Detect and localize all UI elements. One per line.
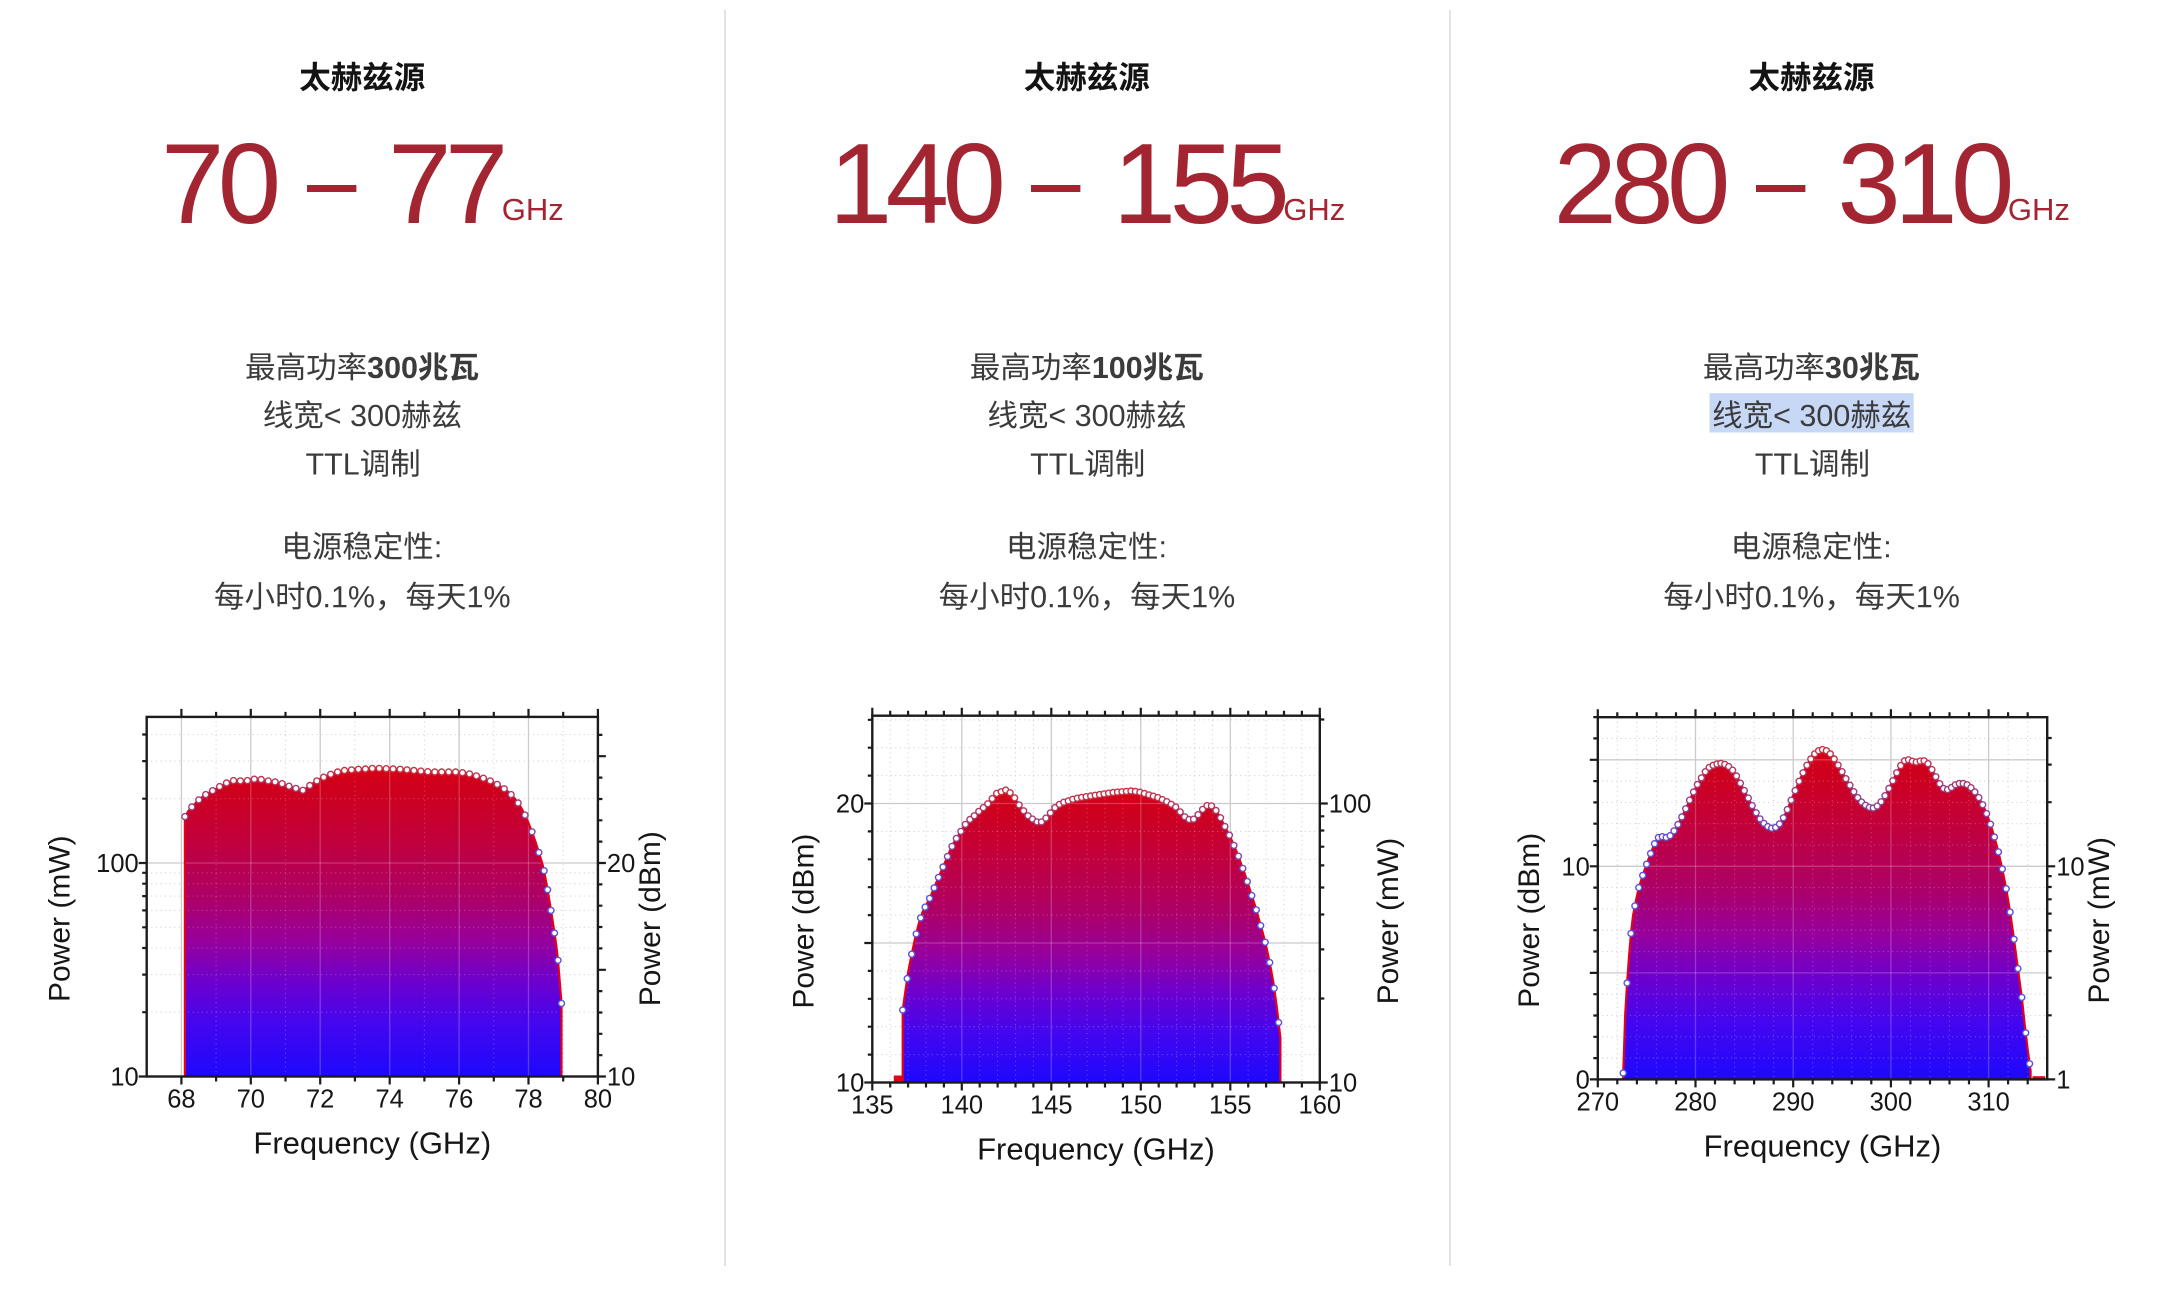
svg-text:70: 70 (237, 1086, 265, 1114)
svg-text:150: 150 (1120, 1092, 1163, 1120)
svg-text:68: 68 (167, 1086, 195, 1114)
svg-text:Frequency (GHz): Frequency (GHz) (1704, 1128, 1942, 1163)
svg-text:280: 280 (1674, 1088, 1717, 1116)
svg-text:160: 160 (1299, 1092, 1342, 1120)
svg-text:100: 100 (96, 850, 139, 878)
svg-text:10: 10 (110, 1064, 138, 1092)
svg-text:72: 72 (306, 1086, 334, 1114)
svg-text:Power (dBm): Power (dBm) (634, 831, 667, 1006)
svg-text:Power (mW): Power (mW) (2083, 837, 2116, 1004)
svg-text:300: 300 (1870, 1088, 1913, 1116)
svg-text:74: 74 (376, 1086, 404, 1114)
svg-text:10: 10 (2056, 853, 2084, 881)
svg-text:10: 10 (1329, 1070, 1357, 1098)
svg-text:Power (dBm): Power (dBm) (1513, 833, 1546, 1008)
svg-text:20: 20 (607, 850, 635, 878)
svg-text:10: 10 (836, 1070, 864, 1098)
svg-text:10: 10 (1561, 853, 1589, 881)
svg-text:Frequency (GHz): Frequency (GHz) (977, 1132, 1215, 1167)
svg-text:80: 80 (584, 1086, 612, 1114)
svg-text:Power (mW): Power (mW) (1372, 838, 1405, 1005)
svg-text:20: 20 (836, 791, 864, 819)
svg-text:Frequency (GHz): Frequency (GHz) (253, 1126, 491, 1161)
svg-text:0: 0 (1576, 1066, 1590, 1094)
svg-text:135: 135 (851, 1092, 894, 1120)
svg-text:76: 76 (445, 1086, 473, 1114)
svg-text:Power (dBm): Power (dBm) (787, 834, 820, 1009)
svg-text:100: 100 (1329, 791, 1372, 819)
svg-text:270: 270 (1577, 1088, 1620, 1116)
svg-text:Power (mW): Power (mW) (44, 835, 77, 1002)
svg-text:78: 78 (514, 1086, 542, 1114)
svg-text:290: 290 (1772, 1088, 1815, 1116)
svg-text:310: 310 (1967, 1088, 2010, 1116)
svg-text:1: 1 (2056, 1066, 2070, 1094)
svg-text:155: 155 (1209, 1092, 1252, 1120)
svg-text:145: 145 (1030, 1092, 1073, 1120)
svg-text:10: 10 (607, 1064, 635, 1092)
svg-text:140: 140 (941, 1092, 984, 1120)
